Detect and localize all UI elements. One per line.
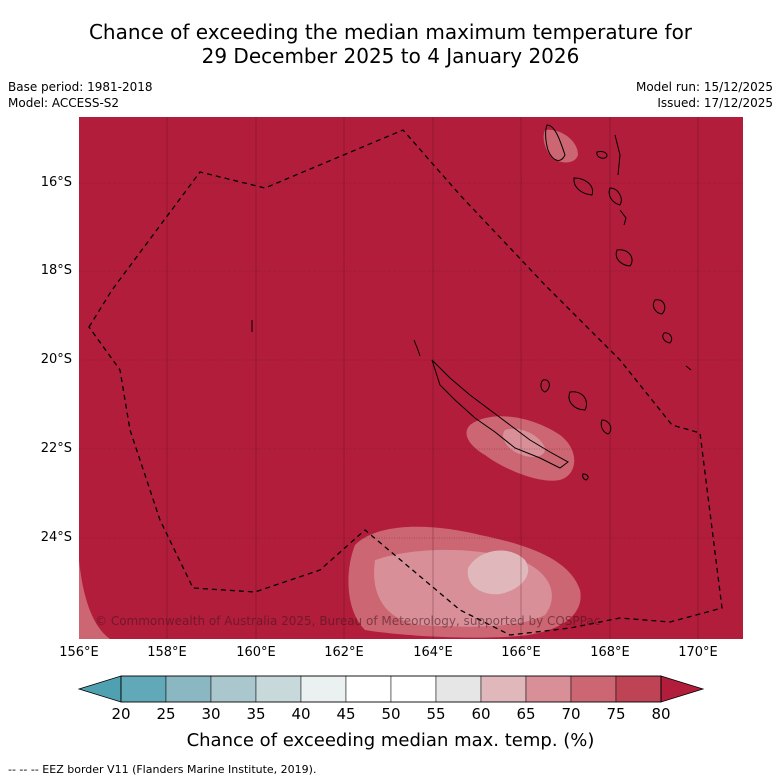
model-run: Model run: 15/12/2025 <box>635 80 773 94</box>
colorbar-cell <box>120 675 167 703</box>
colorbar-tick-label: 55 <box>426 705 446 723</box>
eez-border <box>88 129 723 636</box>
colorbar-label: Chance of exceeding median max. temp. (%… <box>186 730 595 751</box>
issued-date: Issued: 17/12/2025 <box>657 96 773 110</box>
lon-label: 166°E <box>501 645 541 660</box>
lat-label: 24°S <box>40 530 72 545</box>
colorbar-tick-label: 40 <box>291 705 311 723</box>
base-period: Base period: 1981-2018 <box>8 80 153 94</box>
colorbar-cell <box>255 675 302 703</box>
colorbar-cell <box>165 675 212 703</box>
islet-ouvea <box>540 379 550 393</box>
lat-label: 22°S <box>40 441 72 456</box>
vanuatu-efate <box>615 249 633 267</box>
colorbar-cell <box>615 675 662 703</box>
colorbar-tick-label: 75 <box>606 705 626 723</box>
islet-belep <box>413 339 421 357</box>
colorbar-tick-label: 45 <box>336 705 356 723</box>
vanuatu-epi <box>608 187 622 206</box>
lat-label: 20°S <box>40 352 72 367</box>
colorbar-frame <box>120 675 662 703</box>
colorbar-tick-label: 80 <box>651 705 671 723</box>
map-title-line2: 29 December 2025 to 4 January 2026 <box>201 44 580 68</box>
colorbar-cell <box>525 675 572 703</box>
colorbar-under-arrow <box>77 675 122 703</box>
colorbar-cell <box>435 675 482 703</box>
colorbar <box>77 675 705 703</box>
colorbar-tick-label: 70 <box>561 705 581 723</box>
graticule <box>79 182 743 539</box>
lon-label: 162°E <box>324 645 364 660</box>
colorbar-cell <box>480 675 527 703</box>
shade-65-newcaledonia <box>503 428 546 457</box>
lon-label: 170°E <box>678 645 718 660</box>
colorbar-cell <box>570 675 617 703</box>
vanuatu-shepherd <box>619 209 627 226</box>
coastlines <box>251 124 692 481</box>
vanuatu-pentecost <box>614 134 621 176</box>
colorbar-over-arrow <box>660 675 705 703</box>
shade-60-vanuatu <box>543 129 578 163</box>
lon-label: 164°E <box>413 645 453 660</box>
copyright-notice: © Commonwealth of Australia 2025, Bureau… <box>95 614 601 628</box>
model-name: Model: ACCESS-S2 <box>8 96 120 110</box>
shade-60-west <box>79 560 110 639</box>
lon-label: 168°E <box>590 645 630 660</box>
colorbar-cell <box>390 675 437 703</box>
colorbar-cell <box>345 675 392 703</box>
meridians <box>166 117 699 639</box>
shade-70-south <box>467 550 529 595</box>
vanuatu-aneityum <box>685 365 692 371</box>
vanuatu-tanna <box>662 332 673 344</box>
colorbar-cell <box>300 675 347 703</box>
map-title-line1: Chance of exceeding the median maximum t… <box>88 20 693 44</box>
islet-lifou <box>568 391 587 411</box>
islet-pines <box>582 473 589 481</box>
lon-label: 160°E <box>236 645 276 660</box>
vanuatu-erromango <box>652 299 666 315</box>
eez-legend-footer: -- -- -- EEZ border V11 (Flanders Marine… <box>8 763 317 776</box>
islet-mare <box>600 419 612 435</box>
colorbar-tick-label: 65 <box>516 705 536 723</box>
colorbar-tick-label: 35 <box>246 705 266 723</box>
colorbar-tick-label: 60 <box>471 705 491 723</box>
vanuatu-malakula <box>573 177 594 196</box>
colorbar-tick-label: 20 <box>111 705 131 723</box>
new-caledonia-outline <box>431 359 569 469</box>
map-panel <box>79 117 743 639</box>
lat-label: 16°S <box>40 175 72 190</box>
colorbar-tick-label: 50 <box>381 705 401 723</box>
colorbar-cells <box>120 675 662 703</box>
lon-label: 158°E <box>147 645 187 660</box>
lon-label: 156°E <box>59 645 99 660</box>
vanuatu-espiritu-santo <box>545 124 566 161</box>
lat-label: 18°S <box>40 263 72 278</box>
colorbar-cell <box>210 675 257 703</box>
colorbar-tick-label: 30 <box>201 705 221 723</box>
colorbar-tick-label: 25 <box>156 705 176 723</box>
vanuatu-ambae <box>596 151 608 159</box>
